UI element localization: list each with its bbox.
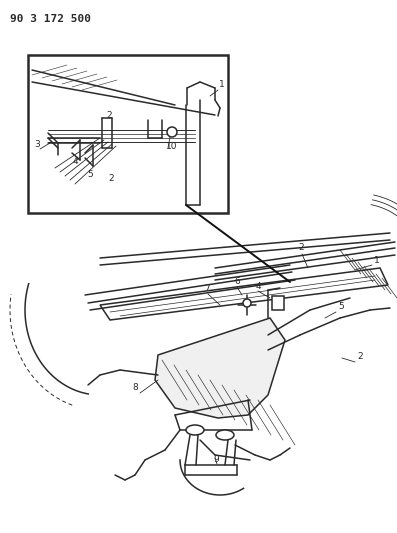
- Ellipse shape: [186, 425, 204, 435]
- Polygon shape: [100, 268, 388, 320]
- Text: 1: 1: [374, 256, 380, 265]
- Text: 6: 6: [234, 277, 240, 286]
- Text: 2: 2: [357, 352, 362, 361]
- Text: 1: 1: [219, 80, 225, 89]
- Text: 4: 4: [73, 157, 79, 166]
- Text: 90 3 172 500: 90 3 172 500: [10, 14, 91, 24]
- Text: 7: 7: [204, 284, 210, 293]
- Circle shape: [243, 299, 251, 307]
- Text: 2: 2: [298, 243, 304, 252]
- Bar: [272, 296, 284, 310]
- Text: 9: 9: [213, 455, 219, 464]
- Text: 4: 4: [256, 282, 262, 291]
- Circle shape: [167, 127, 177, 137]
- Text: 10: 10: [166, 142, 177, 151]
- Text: 5: 5: [87, 170, 93, 179]
- Ellipse shape: [216, 430, 234, 440]
- Text: 2: 2: [108, 174, 114, 183]
- Text: 8: 8: [132, 383, 138, 392]
- Polygon shape: [155, 318, 285, 418]
- Text: 2: 2: [106, 111, 112, 120]
- Bar: [28, 55, 228, 213]
- Text: 5: 5: [338, 302, 344, 311]
- Text: 3: 3: [34, 140, 40, 149]
